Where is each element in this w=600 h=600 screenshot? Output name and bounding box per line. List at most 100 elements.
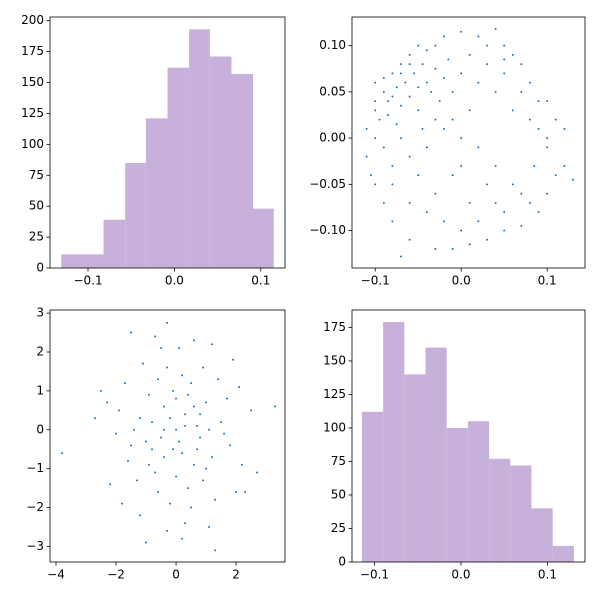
point [124, 382, 127, 385]
point [434, 192, 437, 195]
point [199, 413, 202, 416]
point [520, 192, 523, 195]
y-tick-label: 125 [21, 106, 44, 120]
point [554, 174, 557, 177]
point [214, 549, 217, 552]
point [451, 118, 454, 121]
point [151, 448, 154, 451]
point [494, 28, 497, 31]
point [250, 409, 253, 412]
point [494, 90, 497, 93]
point [537, 211, 540, 214]
y-tick-label: 50 [29, 199, 44, 213]
point [118, 409, 121, 412]
x-tick-label: −0.1 [360, 568, 389, 582]
axes-frame [49, 16, 286, 269]
point [503, 211, 506, 214]
point [100, 389, 103, 392]
point [400, 137, 403, 140]
point [485, 44, 488, 47]
point [181, 537, 184, 540]
point [554, 118, 557, 121]
y-tick-label: 50 [331, 487, 346, 501]
bar [446, 427, 468, 562]
point [421, 127, 424, 130]
point [193, 405, 196, 408]
point [425, 211, 428, 214]
point [142, 362, 145, 365]
y-tick-label: 125 [323, 387, 346, 401]
point [511, 53, 514, 56]
point [151, 421, 154, 423]
y-tick-label: −3 [26, 539, 44, 553]
point [477, 35, 480, 38]
point [235, 491, 238, 493]
point [425, 146, 428, 149]
x-tick-label: 0.1 [538, 274, 557, 288]
point [408, 155, 411, 158]
point [447, 58, 450, 61]
point [196, 424, 199, 427]
point [485, 238, 488, 241]
point [217, 378, 220, 381]
point [442, 220, 445, 223]
bar [253, 208, 274, 268]
point [408, 238, 411, 241]
bar [510, 465, 532, 562]
x-tick-label: −4 [47, 568, 65, 582]
bar [61, 254, 82, 268]
point [229, 444, 232, 447]
point [400, 104, 403, 107]
y-tick-label: −0.10 [309, 223, 346, 237]
point [163, 428, 166, 431]
y-tick-label: 175 [21, 44, 44, 58]
point [391, 95, 394, 98]
point [468, 201, 471, 204]
y-tick-label: −0.05 [309, 177, 346, 191]
point [382, 90, 385, 93]
point [494, 201, 497, 204]
point [187, 487, 190, 490]
bar [145, 118, 168, 268]
point [121, 502, 124, 505]
point [537, 127, 540, 130]
point [241, 463, 244, 466]
point [145, 440, 148, 443]
bar [231, 73, 254, 268]
point [417, 86, 420, 89]
bar [361, 411, 384, 562]
point [391, 183, 394, 186]
point [451, 248, 454, 251]
point [511, 183, 514, 186]
point [374, 183, 377, 186]
point [533, 164, 536, 167]
point [425, 49, 428, 52]
point [417, 174, 420, 177]
point [238, 386, 241, 388]
point [434, 67, 437, 70]
point [148, 463, 151, 466]
point [425, 81, 428, 84]
bar [552, 545, 574, 562]
point [382, 201, 385, 204]
x-tick-label: 0 [172, 568, 180, 582]
bar [489, 458, 511, 562]
point [175, 428, 178, 431]
point [178, 347, 181, 350]
bar [531, 508, 553, 562]
x-tick-label: 0.0 [451, 568, 470, 582]
bar [467, 421, 490, 562]
bar [189, 29, 210, 268]
point [503, 229, 506, 232]
point [148, 393, 151, 396]
point [139, 417, 142, 420]
point [546, 100, 549, 103]
point [391, 220, 394, 223]
point [442, 127, 445, 130]
y-tick-label: 25 [29, 230, 44, 244]
point [166, 321, 169, 324]
point [382, 146, 385, 149]
bar [209, 56, 232, 269]
point [169, 502, 172, 505]
